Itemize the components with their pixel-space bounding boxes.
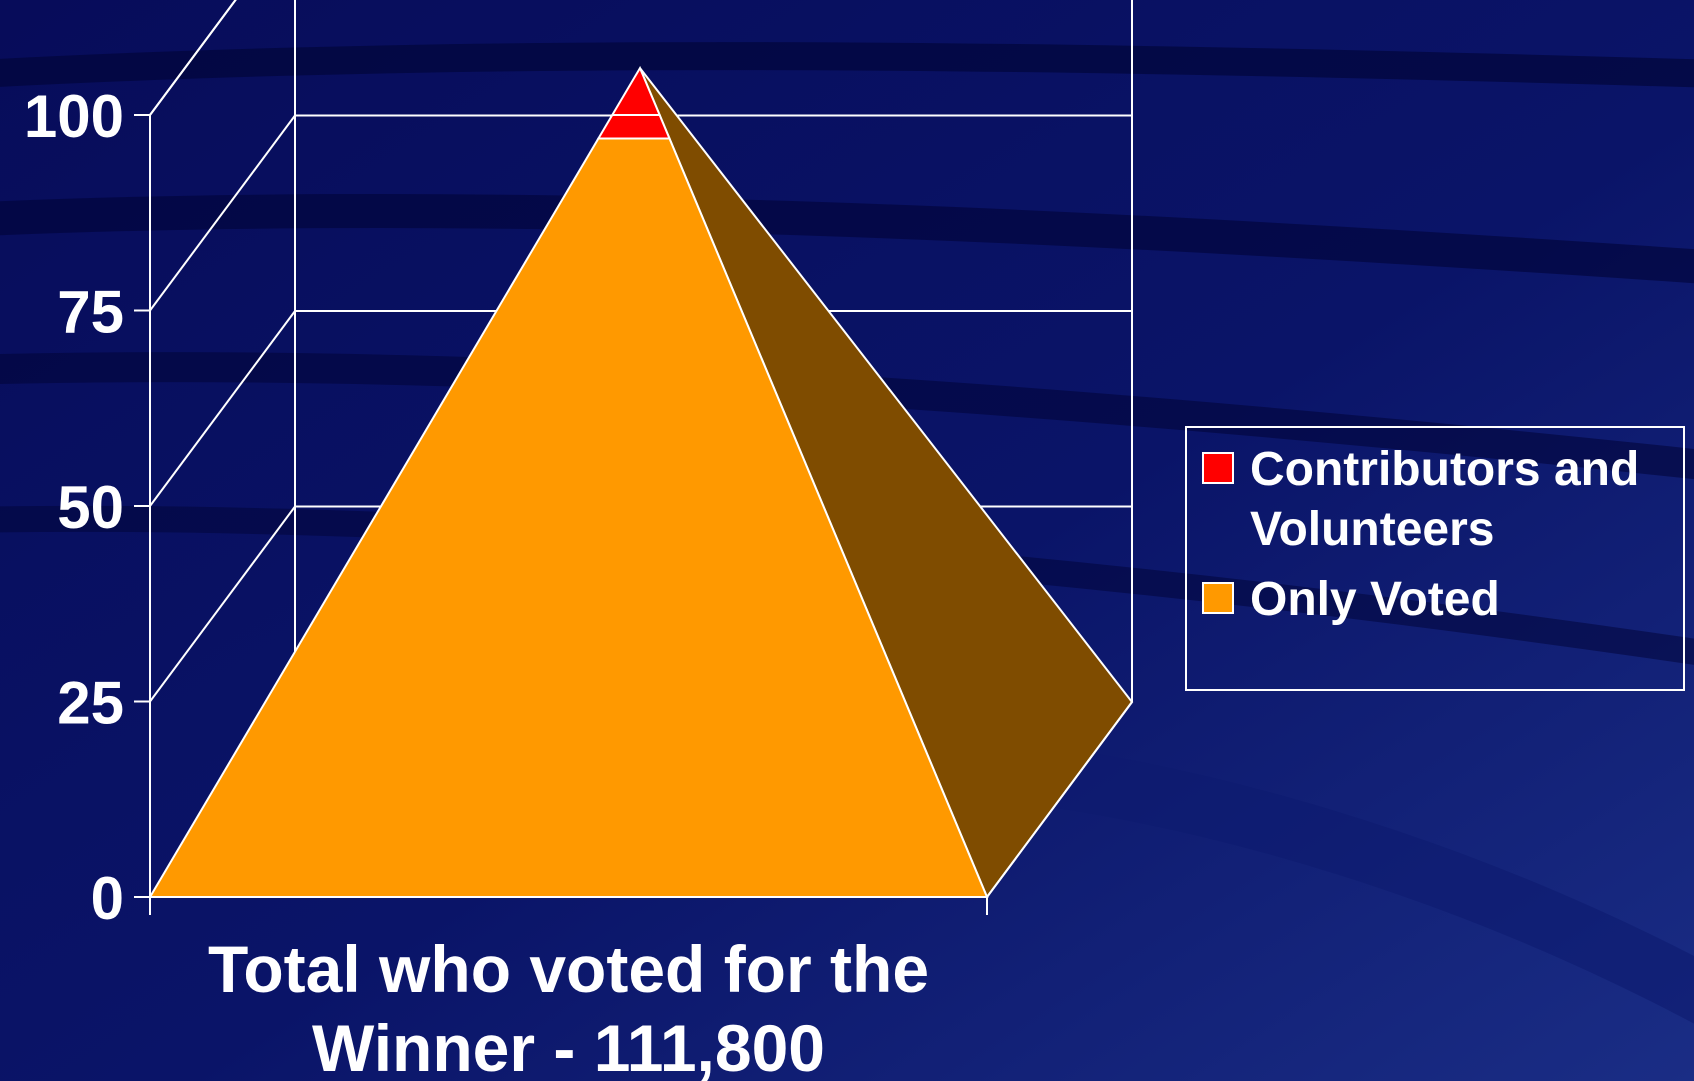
y-tick-label: 75 [57,279,124,346]
y-tick-label: 25 [57,670,124,737]
y-tick-label: 50 [57,474,124,541]
y-axis-ticks: 0 25 50 75 100 [24,83,150,932]
pyramid-segment-cap [610,65,662,116]
x-category-label-line: Winner - 111,800 [312,1011,825,1081]
gridline-side [149,0,237,116]
legend-box [1185,426,1685,691]
legend: Contributors and Volunteers Only Voted [1185,426,1685,691]
floor-right-edge [986,701,1133,898]
gridline-side [149,310,296,507]
gridline-side [149,114,296,312]
legend-label: Volunteers [1250,503,1495,556]
legend-label: Contributors and [1250,443,1639,496]
x-category-label-line: Total who voted for the [208,932,929,1006]
y-tick-label: 100 [24,83,124,150]
pyramid-segment-contributors-and-volunteers [596,114,671,140]
gridline-side [149,505,296,703]
legend-swatch [1202,582,1234,614]
pyramid [148,65,1134,900]
legend-swatch [1202,452,1234,484]
y-tick-label: 0 [91,865,124,932]
legend-label: Only Voted [1250,573,1500,626]
